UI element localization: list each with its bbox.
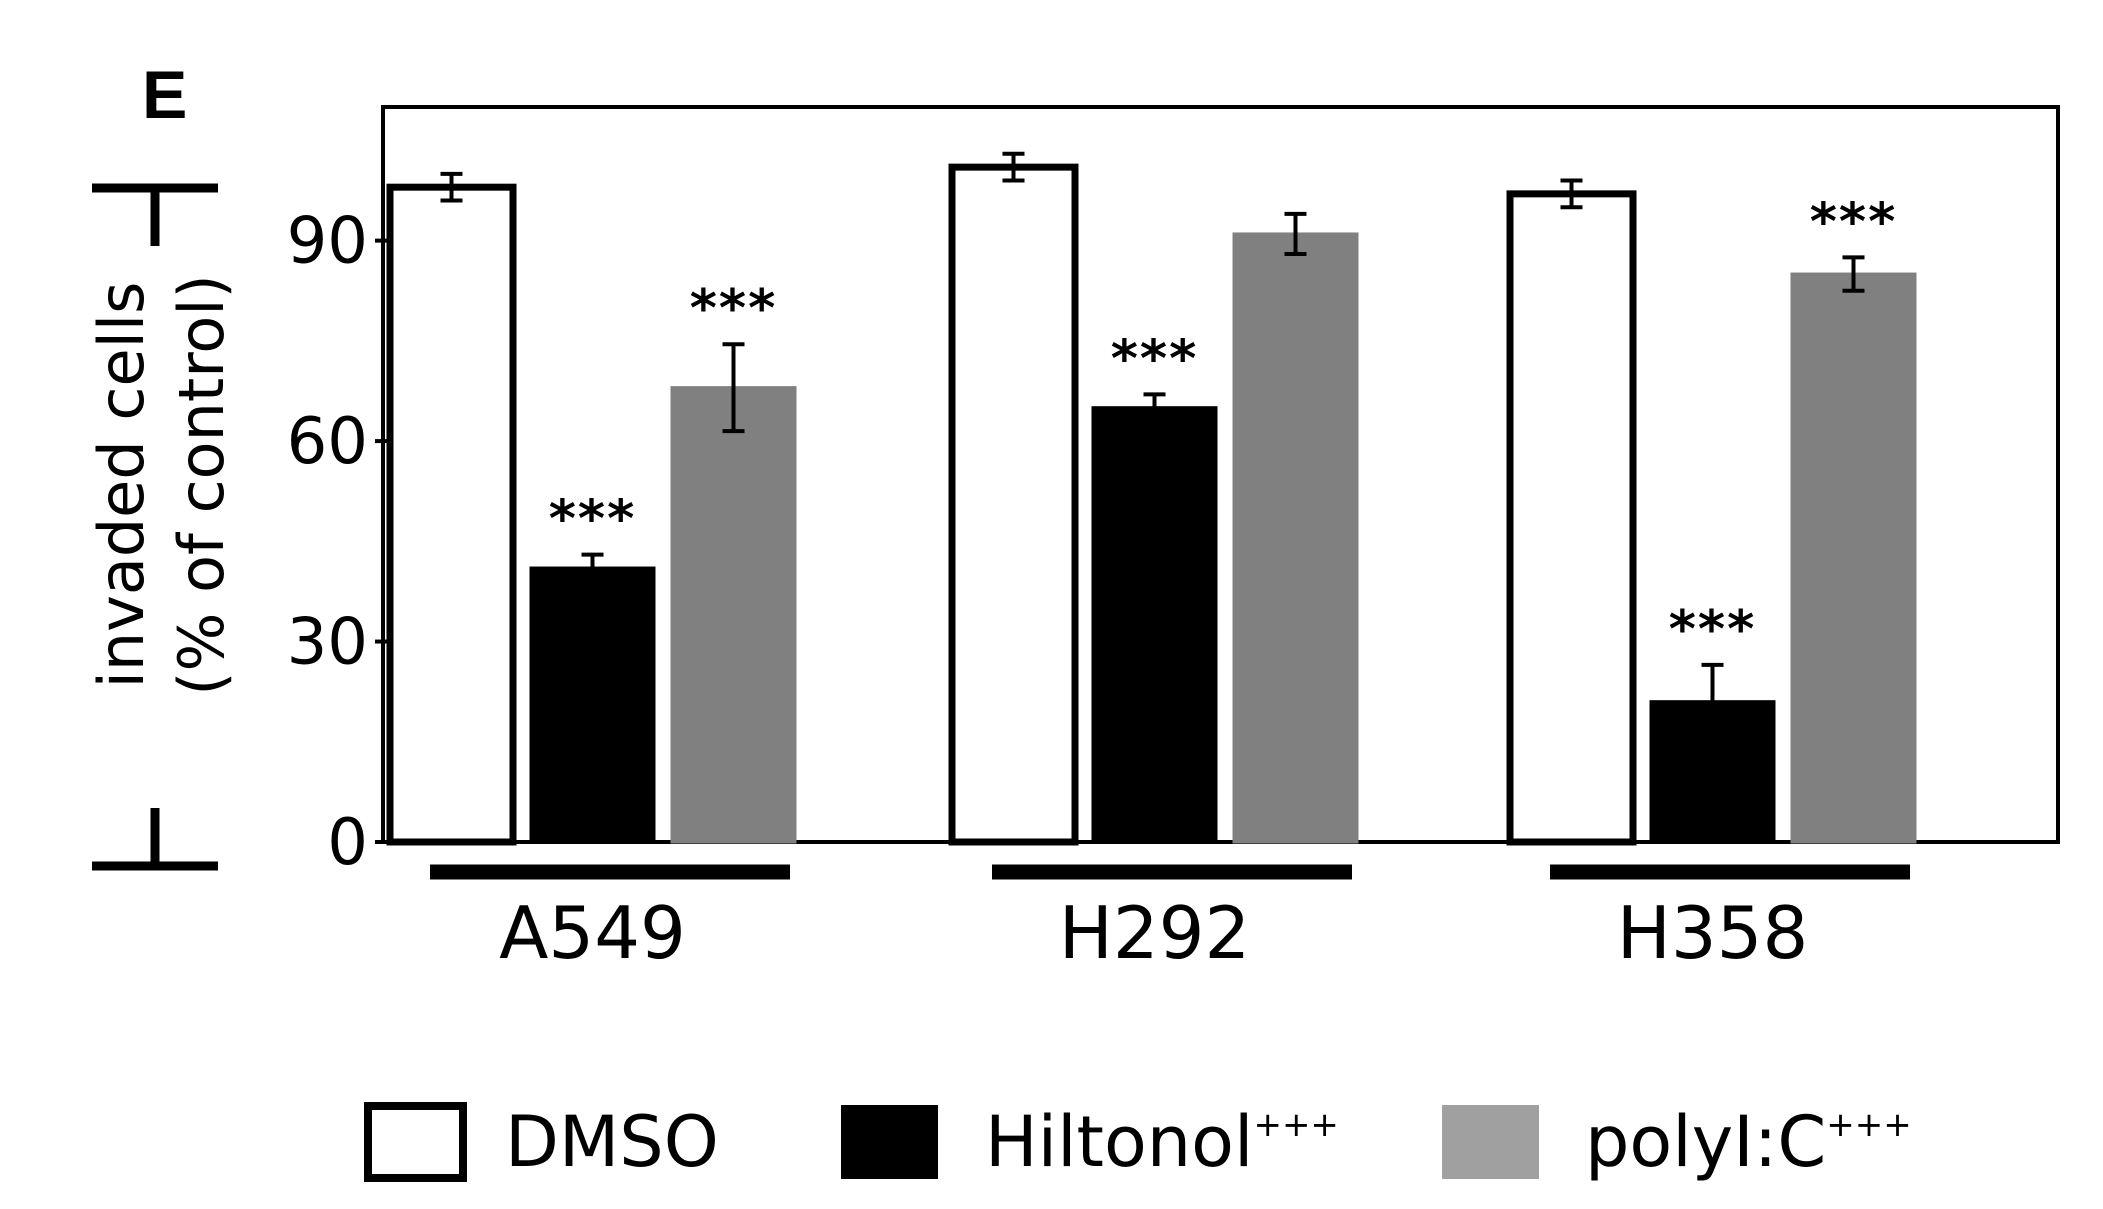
significance-hiltonol-a549: *** [549, 490, 637, 550]
legend-label-dmso: DMSO [505, 1101, 719, 1183]
y-tick-label: 90 [287, 205, 368, 279]
y-tick-label: 0 [327, 806, 368, 880]
legend-label-superscript: +++ [1826, 1105, 1911, 1145]
bar-dmso-h292 [948, 163, 1079, 846]
legend-label-superscript: +++ [1253, 1105, 1338, 1145]
legend-swatch-hiltonol [841, 1105, 938, 1179]
significance-polyic-a549: *** [690, 279, 778, 339]
significance-marks: *** *** *** *** *** [549, 192, 1898, 660]
bar-polyic-a549 [670, 386, 797, 844]
bar-dmso-a549 [386, 183, 517, 846]
error-bars [440, 151, 1865, 741]
legend-label-polyic: polyI:C+++ [1585, 1101, 1912, 1183]
legend-swatch-polyic [1442, 1105, 1539, 1179]
plot-frame [381, 105, 2060, 844]
y-axis-title: invaded cells (% of control) [85, 183, 238, 871]
bar-hiltonol-a549 [529, 566, 656, 844]
category-label-h358: H358 [1617, 891, 1809, 975]
panel-label: E [142, 57, 187, 133]
y-axis-label-line1: invaded cells [85, 282, 158, 689]
legend-label-text: DMSO [505, 1101, 719, 1183]
significance-hiltonol-h292: *** [1111, 329, 1199, 389]
y-axis-label-line2: (% of control) [165, 274, 238, 695]
legend-label-hiltonol: Hiltonol+++ [985, 1101, 1339, 1183]
category-label-a549: A549 [499, 891, 686, 975]
category-label-h292: H292 [1059, 891, 1251, 975]
category-axis: A549 H292 H358 [430, 864, 1910, 975]
legend: DMSO Hiltonol+++ polyI:C+++ [364, 1101, 1912, 1183]
legend-label-text: Hiltonol [985, 1101, 1253, 1183]
y-tick-label: 30 [287, 606, 368, 680]
bar-polyic-h292 [1232, 232, 1359, 844]
bar-polyic-h358 [1790, 272, 1917, 844]
significance-hiltonol-h358: *** [1669, 600, 1757, 660]
y-axis-ticks: 0 30 60 90 [287, 205, 391, 880]
y-tick-label: 60 [287, 405, 368, 479]
legend-label-text: polyI:C [1585, 1101, 1826, 1183]
bars [386, 163, 1917, 846]
legend-swatch-dmso [364, 1102, 467, 1182]
bar-dmso-h358 [1506, 190, 1637, 846]
significance-polyic-h358: *** [1810, 192, 1898, 252]
bar-hiltonol-h292 [1091, 406, 1218, 844]
